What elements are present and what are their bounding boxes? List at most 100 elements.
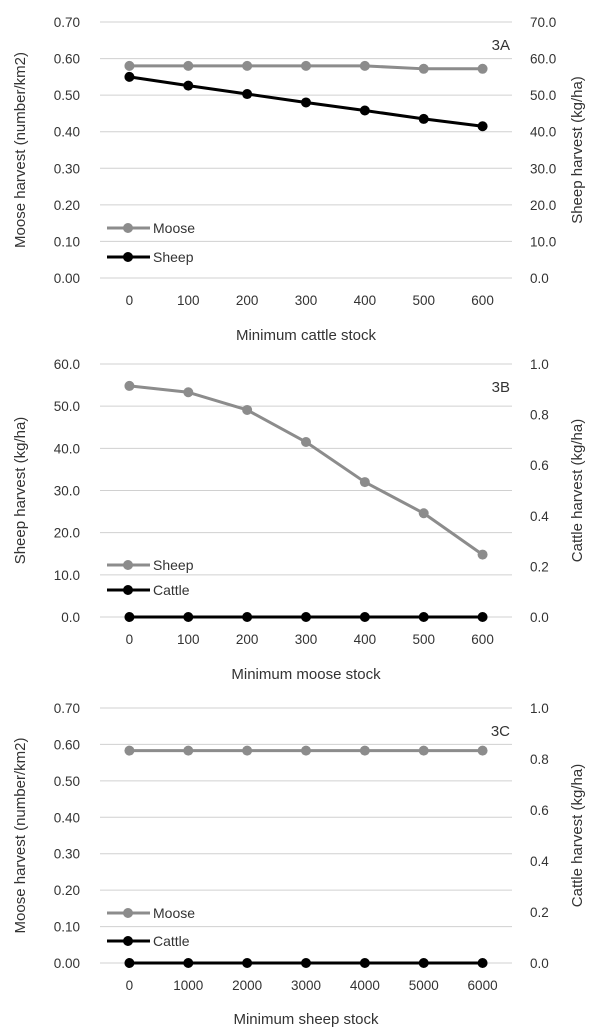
legend-swatch-marker: [123, 223, 133, 233]
data-point: [359, 60, 370, 71]
x-tick-label: 1000: [173, 978, 203, 993]
legend-swatch-marker: [123, 585, 133, 595]
y-left-tick-label: 0.70: [54, 15, 80, 30]
x-tick-label: 500: [412, 632, 435, 647]
y-right-tick-label: 10.0: [530, 234, 556, 249]
y-right-tick-label: 0.6: [530, 803, 549, 818]
y-left-tick-label: 0.40: [54, 125, 80, 140]
series-cattle: [124, 612, 488, 622]
data-point: [359, 958, 370, 968]
x-tick-label: 2000: [232, 978, 262, 993]
x-tick-label: 5000: [409, 978, 439, 993]
x-tick-label: 400: [354, 632, 377, 647]
data-point: [418, 958, 429, 968]
x-tick-label: 100: [177, 293, 200, 308]
legend-entry-sheep: Sheep: [107, 557, 194, 573]
y-right-tick-label: 0.2: [530, 905, 549, 920]
y-left-axis-label: Moose harvest (number/km2): [12, 52, 29, 248]
y-right-axis-label: Cattle harvest (kg/ha): [569, 419, 586, 562]
y-right-axis-label: Cattle harvest (kg/ha): [569, 764, 586, 907]
x-tick-label: 200: [236, 293, 259, 308]
y-left-tick-label: 50.0: [54, 399, 80, 414]
y-right-tick-label: 1.0: [530, 357, 549, 372]
legend-label: Cattle: [153, 582, 190, 598]
x-tick-label: 3000: [291, 978, 321, 993]
data-point: [124, 745, 135, 756]
legend-label: Cattle: [153, 933, 190, 949]
data-point: [301, 745, 311, 756]
y-left-tick-label: 0.00: [54, 956, 80, 971]
y-left-tick-label: 0.30: [54, 847, 80, 862]
data-point: [242, 89, 253, 100]
panel-label: 3C: [491, 723, 510, 740]
data-point: [183, 745, 194, 756]
data-point: [301, 97, 311, 108]
data-point: [183, 958, 194, 968]
legend-swatch-marker: [123, 936, 133, 946]
y-left-axis-label: Moose harvest (number/km2): [12, 738, 29, 934]
y-left-tick-label: 0.60: [54, 737, 80, 752]
data-point: [301, 60, 311, 71]
data-point: [477, 549, 488, 560]
data-point: [418, 612, 429, 622]
series-sheep: [124, 380, 488, 560]
panel-label: 3B: [492, 379, 510, 396]
data-point: [477, 745, 488, 756]
legend-label: Moose: [153, 220, 195, 236]
legend-label: Sheep: [153, 557, 194, 573]
x-axis-label: Minimum moose stock: [231, 666, 381, 683]
data-point: [418, 508, 429, 519]
y-right-tick-label: 70.0: [530, 15, 556, 30]
legend-entry-sheep: Sheep: [107, 249, 194, 265]
chart-panel-3b: 0.0 10.0 20.0 30.0 40.0 50.0 60.0 0.0 0.2 0.4 0.6 0…: [12, 357, 586, 683]
x-axis-label: Minimum sheep stock: [233, 1011, 379, 1028]
data-point: [124, 612, 135, 622]
data-point: [124, 60, 135, 71]
data-point: [242, 60, 253, 71]
y-left-tick-label: 0.00: [54, 271, 80, 286]
y-left-tick-label: 0.10: [54, 234, 80, 249]
y-left-tick-label: 0.20: [54, 198, 80, 213]
y-left-tick-label: 0.10: [54, 920, 80, 935]
series-sheep: [124, 71, 488, 132]
y-left-tick-label: 0.70: [54, 701, 80, 716]
y-right-tick-label: 0.0: [530, 956, 549, 971]
data-point: [124, 958, 135, 968]
y-right-tick-label: 20.0: [530, 198, 556, 213]
y-right-tick-label: 50.0: [530, 88, 556, 103]
legend-swatch-marker: [123, 560, 133, 570]
data-point: [477, 612, 488, 622]
data-point: [301, 958, 311, 968]
x-tick-label: 400: [354, 293, 377, 308]
y-right-tick-label: 0.4: [530, 509, 549, 524]
y-left-tick-label: 0.0: [61, 610, 80, 625]
data-point: [242, 612, 253, 622]
data-point: [359, 105, 370, 116]
x-tick-label: 6000: [468, 978, 498, 993]
y-left-tick-label: 40.0: [54, 441, 80, 456]
legend-label: Moose: [153, 905, 195, 921]
y-right-tick-label: 40.0: [530, 125, 556, 140]
x-axis-label: Minimum cattle stock: [236, 327, 377, 344]
panel-label: 3A: [492, 37, 510, 54]
data-point: [242, 745, 253, 756]
series-cattle: [124, 958, 488, 968]
data-point: [418, 745, 429, 756]
data-point: [242, 404, 253, 415]
data-point: [124, 71, 135, 82]
y-left-axis-label: Sheep harvest (kg/ha): [12, 417, 29, 565]
chart-panel-3a: 0.00 0.10 0.20 0.30 0.40 0.50 0.60 0.70 0.0 10.0 2…: [12, 15, 586, 344]
x-tick-label: 600: [471, 632, 494, 647]
y-right-tick-label: 0.0: [530, 271, 549, 286]
series-moose: [124, 745, 488, 756]
y-right-tick-label: 0.2: [530, 559, 549, 574]
x-tick-label: 100: [177, 632, 200, 647]
y-right-tick-label: 0.0: [530, 610, 549, 625]
y-left-tick-label: 10.0: [54, 568, 80, 583]
x-tick-label: 0: [126, 632, 134, 647]
y-left-tick-label: 0.50: [54, 88, 80, 103]
x-tick-label: 600: [471, 293, 494, 308]
data-point: [477, 63, 488, 74]
y-left-tick-label: 0.60: [54, 52, 80, 67]
